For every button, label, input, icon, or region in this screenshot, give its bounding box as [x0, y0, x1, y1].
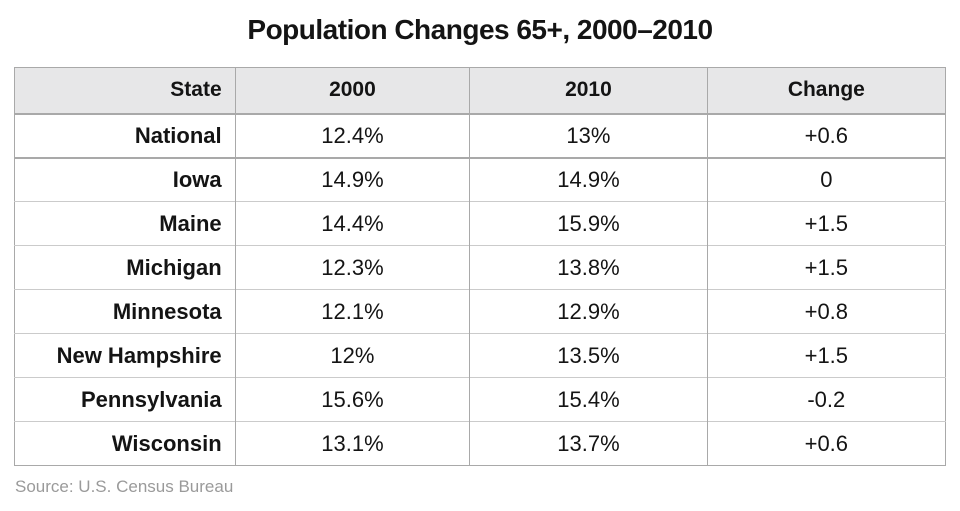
cell-state: Wisconsin [111, 430, 222, 456]
column-header-state: State [170, 78, 222, 102]
cell-2000: 14.4% [234, 201, 470, 246]
source-attribution: Source: U.S. Census Bureau [15, 477, 234, 496]
cell-2000: 13.1% [234, 421, 470, 466]
cell-change: +0.6 [706, 113, 946, 158]
cell-2010: 15.9% [469, 201, 708, 246]
cell-change: +0.6 [706, 421, 946, 466]
cell-2010: 15.4% [469, 377, 708, 422]
cell-change: 0 [706, 157, 946, 202]
table-header-row: State 2000 2010 Change [14, 67, 946, 114]
table-row-pennsylvania: Pennsylvania 15.6% 15.4% -0.2 [14, 377, 946, 422]
cell-2000: 14.9% [234, 157, 470, 202]
column-header-2000: 2000 [234, 67, 470, 114]
cell-change: +0.8 [706, 289, 946, 334]
cell-change: +1.5 [706, 245, 946, 290]
cell-2000: 12.3% [234, 245, 470, 290]
cell-change: -0.2 [706, 377, 946, 422]
table-row-maine: Maine 14.4% 15.9% +1.5 [14, 201, 946, 246]
cell-state: National [134, 122, 222, 148]
cell-change: +1.5 [706, 333, 946, 378]
population-table: State 2000 2010 Change National 12.4% 13… [14, 67, 946, 466]
cell-state: Michigan [126, 254, 222, 280]
cell-state: New Hampshire [56, 342, 222, 368]
cell-2010: 14.9% [469, 157, 708, 202]
table-row-wisconsin: Wisconsin 13.1% 13.7% +0.6 [15, 421, 946, 466]
cell-2000: 12% [234, 333, 470, 378]
cell-2010: 12.9% [469, 289, 708, 334]
cell-change: +1.5 [706, 201, 946, 246]
cell-state: Minnesota [112, 298, 222, 324]
cell-2000: 12.1% [234, 289, 470, 334]
table-row-new-hampshire: New Hampshire 12% 13.5% +1.5 [14, 333, 946, 378]
cell-state: Iowa [172, 166, 222, 192]
cell-state: Pennsylvania [81, 386, 222, 412]
table-row-national: National 12.4% 13% +0.6 [14, 113, 946, 158]
cell-2010: 13.7% [469, 421, 708, 466]
cell-state: Maine [159, 210, 222, 236]
cell-2000: 12.4% [234, 113, 470, 158]
table-row-minnesota: Minnesota 12.1% 12.9% +0.8 [14, 289, 946, 334]
cell-2000: 15.6% [234, 377, 470, 422]
column-header-change: Change [706, 67, 946, 114]
column-header-2010: 2010 [469, 67, 708, 114]
cell-2010: 13.8% [469, 245, 708, 290]
page-title: Population Changes 65+, 2000–2010 [247, 14, 713, 45]
cell-2010: 13.5% [469, 333, 708, 378]
table-row-iowa: Iowa 14.9% 14.9% 0 [14, 157, 946, 202]
cell-2010: 13% [469, 113, 708, 158]
table-row-michigan: Michigan 12.3% 13.8% +1.5 [14, 245, 946, 290]
infographic-table: Population Changes 65+, 2000–2010 State … [0, 14, 960, 511]
